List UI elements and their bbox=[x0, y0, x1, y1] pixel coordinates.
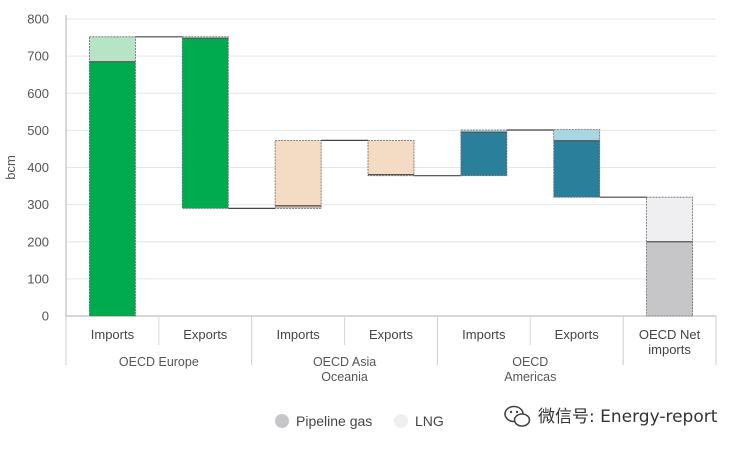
legend-label-pipeline-gas: Pipeline gas bbox=[296, 413, 372, 429]
bar-outline bbox=[367, 139, 415, 177]
y-tick-label: 400 bbox=[27, 160, 49, 175]
group-label: OECD Net bbox=[639, 327, 701, 342]
bar-lng bbox=[89, 36, 136, 62]
bar-lng bbox=[646, 197, 693, 242]
y-tick-label: 100 bbox=[27, 271, 49, 286]
y-axis-label: bcm bbox=[3, 155, 18, 180]
y-axis: 0 100 200 300 400 500 600 700 800 bbox=[27, 12, 67, 324]
group-label: OECD Asia bbox=[313, 355, 376, 369]
bar-outline bbox=[274, 139, 322, 209]
bar-pipeline bbox=[646, 241, 693, 316]
category-label: Imports bbox=[91, 327, 135, 342]
bar-outline bbox=[181, 36, 229, 209]
y-tick-label: 300 bbox=[27, 197, 49, 212]
legend-marker-lng bbox=[394, 414, 408, 428]
bar-outline bbox=[460, 129, 508, 177]
bar-lng bbox=[182, 36, 229, 39]
waterfall-connectors bbox=[135, 36, 647, 209]
legend-label-lng: LNG bbox=[415, 413, 444, 429]
bar-pipeline bbox=[460, 132, 507, 176]
bar-lng bbox=[275, 140, 322, 206]
category-label: Exports bbox=[555, 327, 600, 342]
bar-lng bbox=[460, 130, 507, 133]
group-label: Oceania bbox=[321, 370, 368, 384]
group-label: OECD bbox=[512, 355, 548, 369]
watermark-text: 微信号: Energy-report bbox=[538, 407, 718, 427]
bar-outline bbox=[553, 129, 601, 198]
category-label: Imports bbox=[276, 327, 320, 342]
bars bbox=[89, 36, 693, 317]
legend: Pipeline gas LNG bbox=[275, 413, 444, 429]
bar-outline bbox=[646, 196, 693, 317]
y-tick-label: 600 bbox=[27, 86, 49, 101]
category-label: Exports bbox=[183, 327, 228, 342]
bar-pipeline bbox=[89, 61, 136, 316]
bar-pipeline bbox=[553, 140, 600, 198]
bar-outline bbox=[89, 36, 136, 317]
bar-pipeline bbox=[182, 38, 229, 209]
bar-pipeline bbox=[275, 205, 322, 209]
wechat-watermark: 微信号: Energy-report bbox=[504, 405, 718, 427]
category-label: Exports bbox=[369, 327, 414, 342]
bar-lng bbox=[368, 140, 414, 175]
y-tick-label: 0 bbox=[42, 309, 49, 324]
group-label: OECD Europe bbox=[119, 355, 199, 369]
group-label: imports bbox=[648, 342, 691, 357]
group-label: Americas bbox=[504, 370, 556, 384]
bar-lng bbox=[553, 129, 600, 141]
x-axis: Imports Exports Imports Exports Imports Expor… bbox=[65, 316, 717, 384]
wechat-icon bbox=[504, 405, 531, 427]
y-tick-label: 200 bbox=[27, 234, 49, 249]
y-tick-label: 500 bbox=[27, 123, 49, 138]
y-tick-label: 800 bbox=[27, 12, 49, 27]
category-label: Imports bbox=[462, 327, 506, 342]
y-tick-label: 700 bbox=[27, 49, 49, 64]
legend-marker-pipeline-gas bbox=[275, 414, 289, 428]
